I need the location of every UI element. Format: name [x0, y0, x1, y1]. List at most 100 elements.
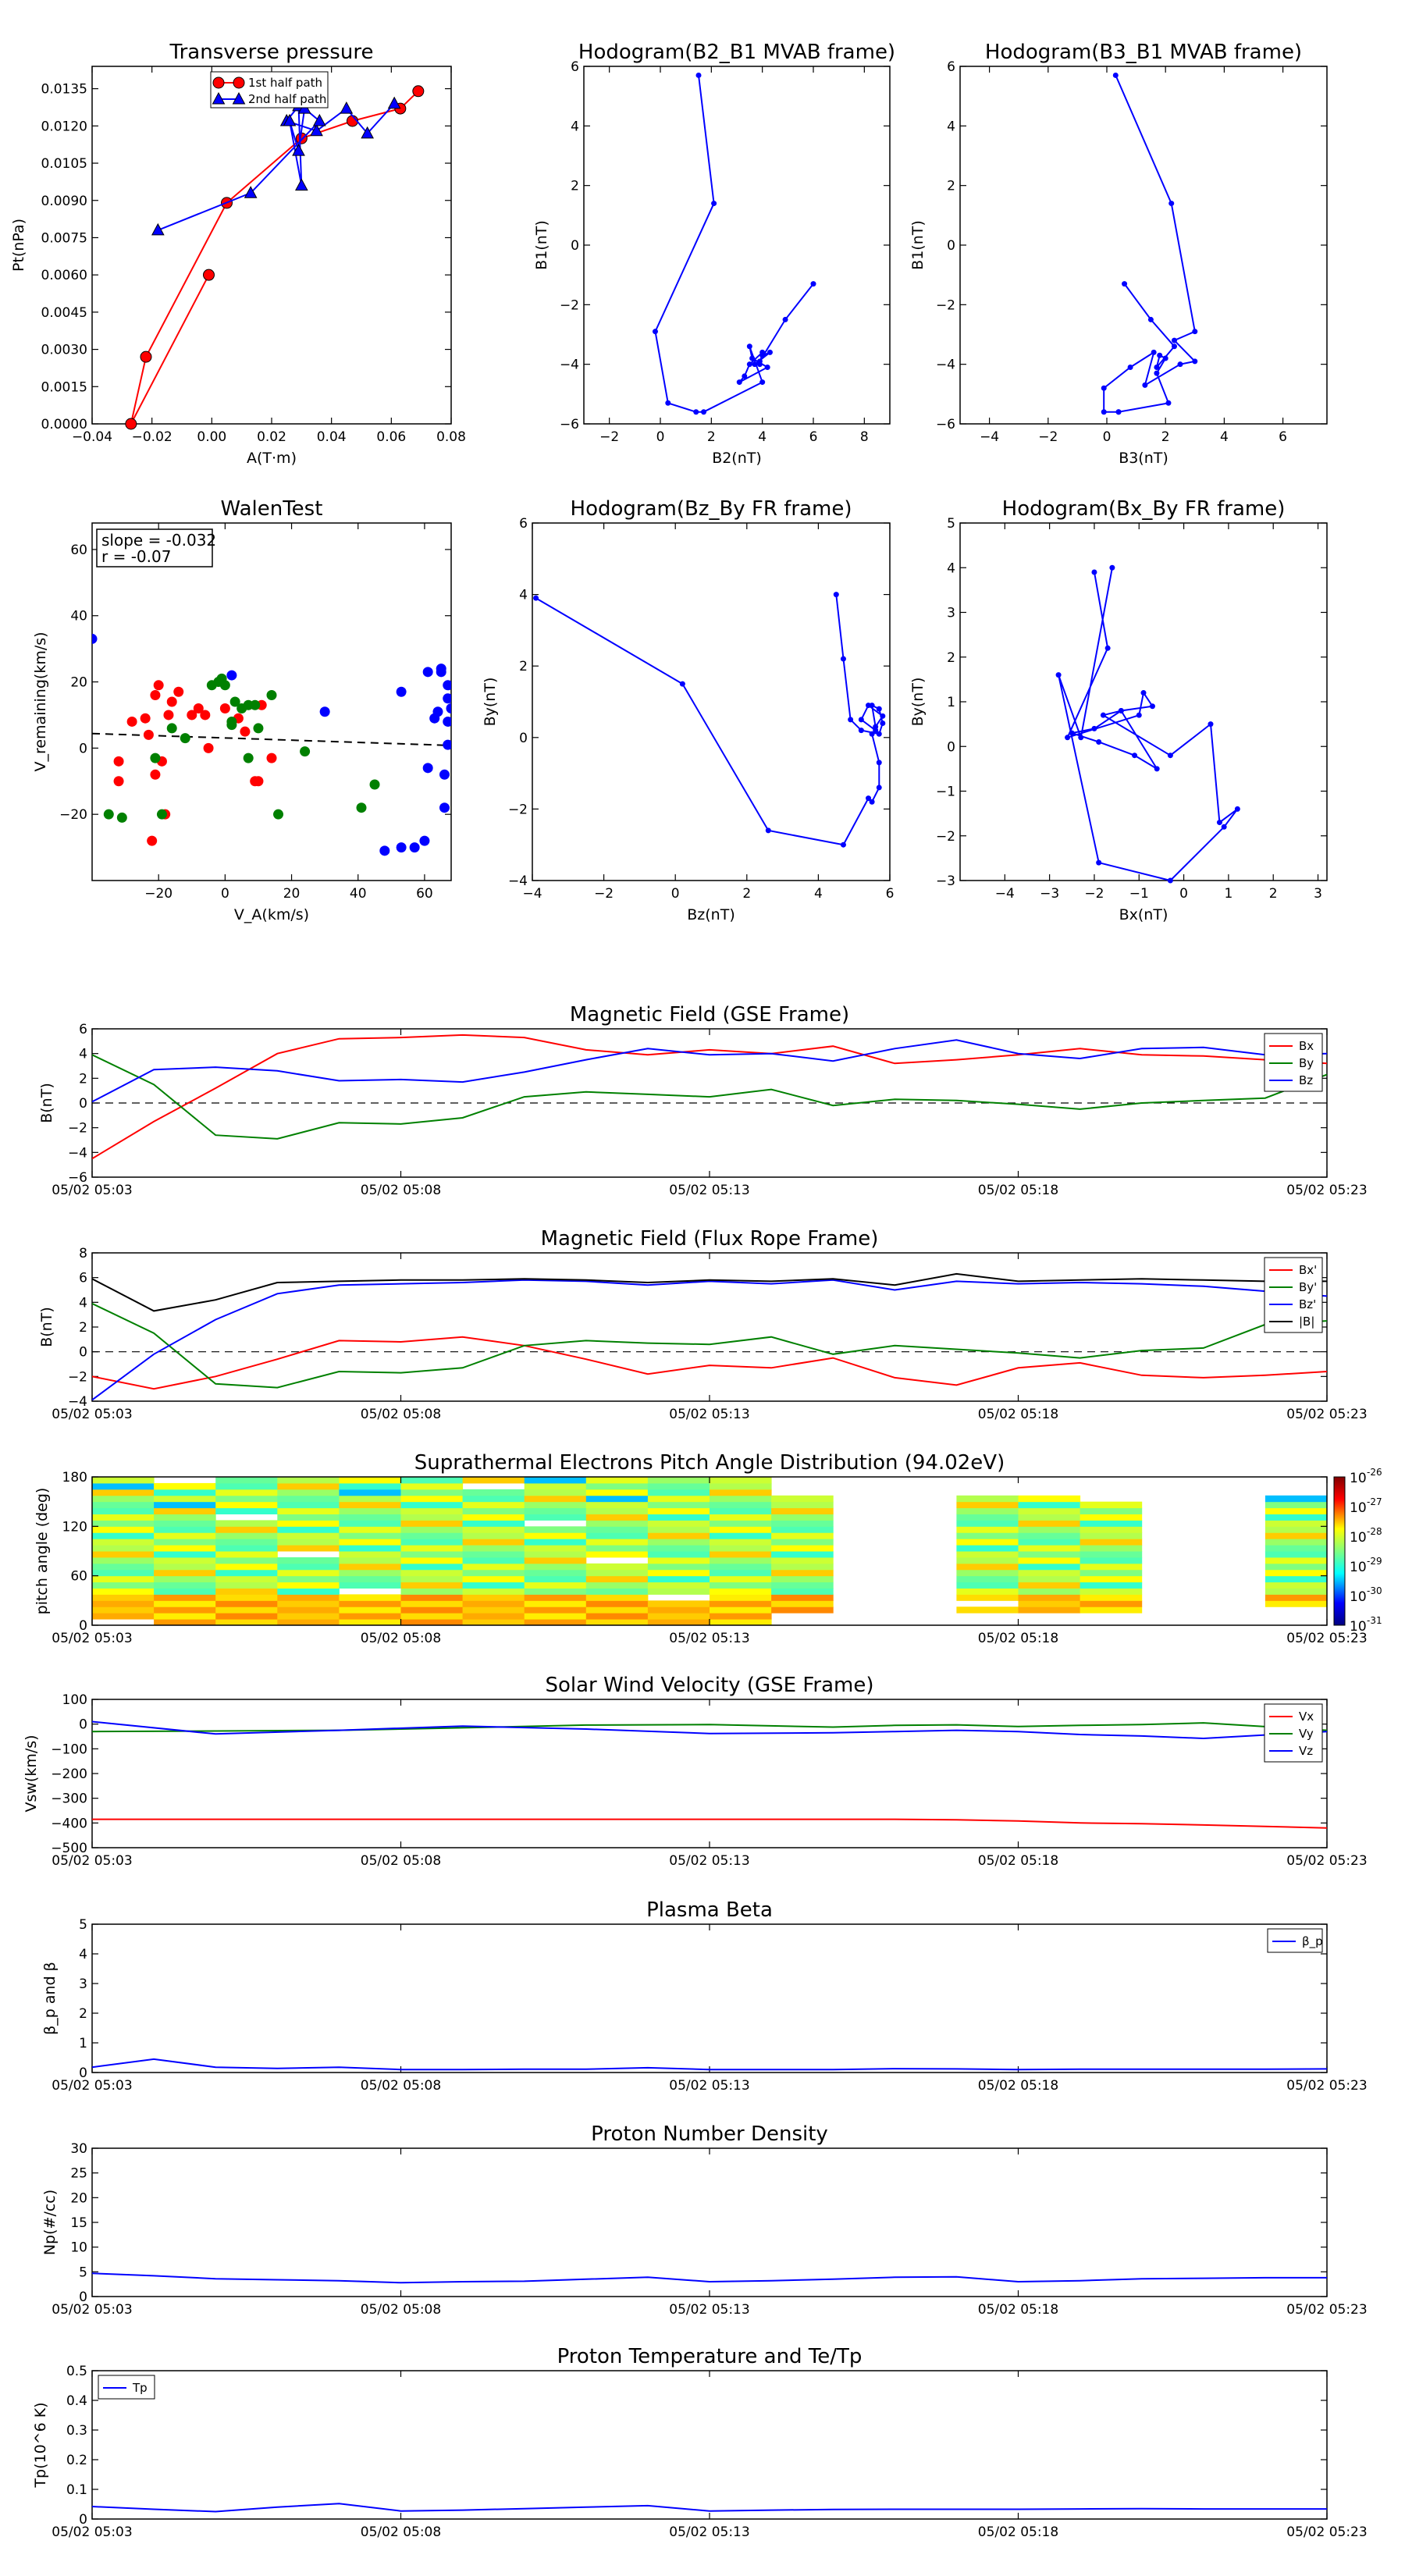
y-tick-label: 0.0015	[41, 379, 87, 395]
heatmap-cell	[710, 1501, 772, 1509]
heatmap-cell	[771, 1520, 834, 1527]
heatmap-cell	[710, 1520, 772, 1527]
heatmap-cell	[647, 1569, 710, 1577]
y-tick-label: 0.1	[66, 2482, 87, 2498]
series-line-Bx	[92, 1034, 1327, 1160]
data-point	[736, 379, 742, 386]
heatmap-cell	[462, 1588, 525, 1595]
y-tick-label: 0	[79, 741, 87, 756]
heatmap-cell	[462, 1501, 525, 1509]
heatmap-cell	[154, 1588, 216, 1595]
heatmap-cell	[1080, 1606, 1143, 1614]
heatmap-cell	[524, 1539, 587, 1546]
heatmap-cell	[154, 1594, 216, 1601]
heatmap-cell	[1264, 1594, 1328, 1601]
heatmap-cell	[710, 1582, 772, 1589]
x-tick-label: 0	[1179, 886, 1188, 902]
chart-proton-density: Proton Number Density 0 5 10 15 20 25 30 05/02 0…	[41, 2122, 1368, 2318]
scatter-point-green	[356, 802, 367, 813]
data-point	[1154, 370, 1160, 376]
heatmap-cell	[956, 1594, 1019, 1601]
chart-title: WalenTest	[221, 497, 323, 521]
y-tick-label: 1	[947, 695, 955, 710]
heatmap-cell	[771, 1514, 834, 1521]
heatmap-cell	[277, 1477, 340, 1484]
y-tick-label: 4	[79, 1947, 87, 1962]
x-tick-label: 05/02 05:18	[978, 1407, 1058, 1422]
data-point	[1208, 721, 1214, 728]
data-point	[1154, 364, 1160, 370]
y-axis-label: Pt(nPa)	[10, 219, 27, 272]
heatmap-cell	[647, 1501, 710, 1509]
chart-solar-wind-velocity: Solar Wind Velocity (GSE Frame) −500 −400 −…	[23, 1674, 1368, 1869]
y-tick-label: 0.0090	[41, 194, 87, 209]
x-axis-label: Bx(nT)	[1119, 906, 1168, 923]
y-tick-label: 25	[70, 2166, 87, 2182]
chart-title: Plasma Beta	[646, 1898, 773, 1922]
heatmap-cell	[462, 1526, 525, 1533]
heatmap-cell	[339, 1619, 401, 1626]
heatmap-cell	[92, 1582, 155, 1589]
data-point	[1115, 409, 1122, 415]
data-point	[711, 201, 717, 207]
heatmap-cell	[215, 1582, 278, 1589]
data-point	[840, 841, 846, 848]
heatmap-cell	[215, 1606, 278, 1614]
y-tick-label: 60	[70, 1569, 87, 1585]
x-axis-label: Bz(nT)	[687, 906, 735, 923]
heatmap-cell	[1080, 1557, 1143, 1564]
y-tick-label: 0	[571, 238, 579, 254]
series-line-Tp	[92, 2503, 1327, 2513]
heatmap-cell	[585, 1495, 649, 1503]
x-tick-label: 05/02 05:03	[52, 2524, 132, 2540]
heatmap-cell	[956, 1569, 1019, 1577]
heatmap-cell	[1264, 1526, 1328, 1533]
x-tick-label: 05/02 05:13	[669, 2524, 749, 2540]
y-tick-label: −100	[51, 1742, 87, 1757]
heatmap-cell	[524, 1551, 587, 1558]
scatter-point-green	[243, 753, 254, 763]
heatmap-cell	[524, 1477, 587, 1484]
heatmap-cell	[400, 1569, 464, 1577]
series-line-2	[157, 103, 395, 231]
heatmap-cell	[154, 1557, 216, 1564]
heatmap-cell	[154, 1532, 216, 1539]
series-line-Vy	[92, 1722, 1327, 1733]
y-tick-label: 0.0000	[41, 417, 87, 432]
scatter-point-red	[219, 703, 230, 713]
heatmap-cell	[1264, 1600, 1328, 1607]
y-tick-label: −2	[68, 1121, 87, 1137]
data-point-triangle	[244, 186, 258, 198]
scatter-point-green	[250, 699, 261, 710]
heatmap-cell	[524, 1575, 587, 1583]
heatmap-cell	[154, 1545, 216, 1552]
legend-label: Vy	[1299, 1727, 1314, 1741]
y-tick-label: 10	[70, 2240, 87, 2256]
heatmap-cell	[277, 1526, 340, 1533]
heatmap-cell	[585, 1563, 649, 1571]
data-point	[1069, 730, 1075, 736]
heatmap-cell	[462, 1582, 525, 1589]
x-tick-label: −0.04	[72, 429, 112, 445]
heatmap-cell	[462, 1539, 525, 1546]
heatmap-cell	[339, 1532, 401, 1539]
data-point	[1167, 877, 1173, 884]
x-tick-label: −2	[1084, 886, 1104, 902]
data-point	[840, 656, 846, 662]
heatmap-cell	[956, 1557, 1019, 1564]
heatmap-cell	[277, 1582, 340, 1589]
y-tick-label: 2	[79, 2006, 87, 2022]
data-point	[1065, 735, 1071, 741]
legend-label: Bz'	[1299, 1297, 1316, 1311]
scatter-point-blue	[422, 763, 433, 774]
heatmap-cell	[400, 1545, 464, 1552]
heatmap-cell	[1018, 1539, 1081, 1546]
heatmap-cell	[524, 1545, 587, 1552]
scatter-point-red	[147, 835, 158, 846]
heatmap-cell	[647, 1526, 710, 1533]
x-tick-label: 05/02 05:23	[1286, 1853, 1367, 1869]
heatmap-cell	[462, 1489, 525, 1496]
scatter-point-green	[253, 723, 264, 734]
heatmap-cell	[647, 1600, 710, 1607]
heatmap-cell	[647, 1507, 710, 1514]
